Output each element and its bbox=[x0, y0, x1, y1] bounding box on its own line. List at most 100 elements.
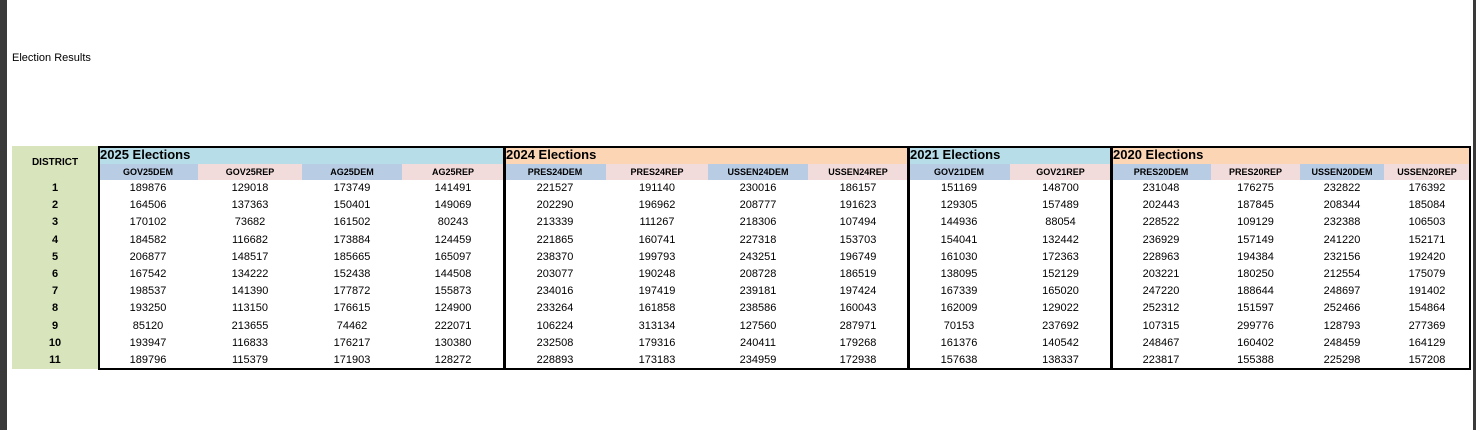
data-cell: 221865 bbox=[536, 233, 574, 246]
data-cell: 248697 bbox=[1323, 285, 1361, 298]
district-cell: 8 bbox=[51, 302, 59, 315]
data-cell: 107494 bbox=[839, 216, 877, 229]
data-cell: 197419 bbox=[638, 285, 676, 298]
group-title: 2021 Elections bbox=[908, 146, 1111, 164]
data-cell: 177872 bbox=[333, 285, 371, 298]
data-cell: 199793 bbox=[638, 250, 676, 263]
district-cell: 5 bbox=[51, 250, 59, 263]
data-cell: 212554 bbox=[1323, 268, 1361, 280]
district-column bbox=[12, 146, 98, 370]
window-edge bbox=[0, 0, 7, 430]
column-header: USSEN20REP bbox=[1384, 164, 1470, 180]
data-cell: 144508 bbox=[434, 268, 472, 280]
data-cell: 299776 bbox=[1237, 319, 1274, 332]
data-cell: 124459 bbox=[434, 233, 472, 246]
data-cell: 161030 bbox=[940, 250, 978, 263]
data-cell: 202443 bbox=[1142, 199, 1180, 212]
data-cell: 197424 bbox=[839, 285, 877, 298]
district-cell: 6 bbox=[51, 268, 59, 280]
data-cell: 185084 bbox=[1408, 199, 1446, 212]
data-cell: 161858 bbox=[638, 302, 676, 315]
data-cell: 179316 bbox=[638, 336, 676, 349]
district-cell: 11 bbox=[49, 354, 61, 366]
data-cell: 164129 bbox=[1408, 336, 1446, 349]
data-cell: 236929 bbox=[1142, 233, 1180, 246]
data-cell: 240411 bbox=[740, 336, 776, 349]
data-cell: 213655 bbox=[231, 319, 269, 332]
data-cell: 73682 bbox=[234, 216, 266, 229]
data-cell: 247220 bbox=[1142, 285, 1180, 298]
data-cell: 186519 bbox=[839, 268, 877, 280]
district-cell: 2 bbox=[51, 199, 59, 212]
column-header: USSEN24REP bbox=[808, 164, 908, 180]
data-cell: 134222 bbox=[231, 268, 269, 280]
data-cell: 203221 bbox=[1142, 268, 1180, 280]
data-cell: 203077 bbox=[536, 268, 574, 280]
data-cell: 208728 bbox=[739, 268, 777, 280]
data-cell: 234959 bbox=[739, 354, 777, 366]
data-cell: 237692 bbox=[1042, 319, 1079, 332]
data-cell: 228522 bbox=[1142, 216, 1180, 229]
data-cell: 252312 bbox=[1142, 302, 1180, 315]
data-cell: 232388 bbox=[1323, 216, 1361, 229]
column-header: GOV25REP bbox=[198, 164, 302, 180]
data-cell: 116833 bbox=[232, 336, 268, 349]
data-cell: 248459 bbox=[1323, 336, 1361, 349]
data-cell: 176275 bbox=[1237, 182, 1274, 194]
data-cell: 287971 bbox=[839, 319, 877, 332]
data-cell: 189876 bbox=[129, 182, 167, 194]
data-cell: 154864 bbox=[1408, 302, 1446, 315]
data-cell: 239181 bbox=[739, 285, 777, 298]
district-cell: 4 bbox=[51, 233, 59, 246]
column-header: PRES20REP bbox=[1211, 164, 1300, 180]
data-cell: 231048 bbox=[1142, 182, 1180, 194]
data-cell: 74462 bbox=[336, 319, 368, 332]
data-cell: 188644 bbox=[1237, 285, 1274, 298]
data-cell: 124900 bbox=[434, 302, 472, 315]
data-cell: 151597 bbox=[1237, 302, 1274, 315]
data-cell: 232822 bbox=[1323, 182, 1361, 194]
data-cell: 196962 bbox=[638, 199, 676, 212]
data-cell: 248467 bbox=[1142, 336, 1180, 349]
column-header: GOV21DEM bbox=[908, 164, 1010, 180]
data-cell: 176615 bbox=[333, 302, 371, 315]
data-cell: 202290 bbox=[536, 199, 574, 212]
data-cell: 151169 bbox=[941, 182, 977, 194]
data-cell: 180250 bbox=[1237, 268, 1274, 280]
column-header: AG25REP bbox=[402, 164, 504, 180]
data-cell: 160402 bbox=[1237, 336, 1274, 349]
data-cell: 176392 bbox=[1408, 182, 1446, 194]
data-cell: 218306 bbox=[739, 216, 777, 229]
data-cell: 152438 bbox=[333, 268, 371, 280]
data-cell: 130380 bbox=[434, 336, 472, 349]
data-cell: 252466 bbox=[1323, 302, 1361, 315]
data-cell: 171903 bbox=[333, 354, 371, 366]
data-cell: 129022 bbox=[1042, 302, 1079, 315]
data-cell: 191623 bbox=[839, 199, 877, 212]
district-cell: 1 bbox=[51, 182, 59, 194]
column-header: USSEN20DEM bbox=[1300, 164, 1384, 180]
data-cell: 150401 bbox=[333, 199, 371, 212]
data-cell: 238370 bbox=[536, 250, 574, 263]
data-cell: 164506 bbox=[129, 199, 167, 212]
data-cell: 70153 bbox=[943, 319, 975, 332]
data-cell: 185665 bbox=[333, 250, 371, 263]
data-cell: 148700 bbox=[1042, 182, 1079, 194]
data-cell: 107315 bbox=[1142, 319, 1180, 332]
data-cell: 128793 bbox=[1323, 319, 1361, 332]
column-header: PRES20DEM bbox=[1111, 164, 1211, 180]
data-cell: 154041 bbox=[940, 233, 978, 246]
data-cell: 232156 bbox=[1323, 250, 1361, 263]
data-cell: 88054 bbox=[1045, 216, 1076, 229]
data-cell: 129305 bbox=[940, 199, 978, 212]
column-header: PRES24REP bbox=[606, 164, 708, 180]
data-cell: 230016 bbox=[739, 182, 777, 194]
data-cell: 132442 bbox=[1042, 233, 1079, 246]
column-header: AG25DEM bbox=[302, 164, 402, 180]
data-cell: 152129 bbox=[1042, 268, 1079, 280]
data-cell: 172938 bbox=[839, 354, 877, 366]
data-cell: 227318 bbox=[739, 233, 777, 246]
district-cell: 7 bbox=[51, 285, 59, 298]
data-cell: 198537 bbox=[129, 285, 167, 298]
data-cell: 179268 bbox=[839, 336, 877, 349]
